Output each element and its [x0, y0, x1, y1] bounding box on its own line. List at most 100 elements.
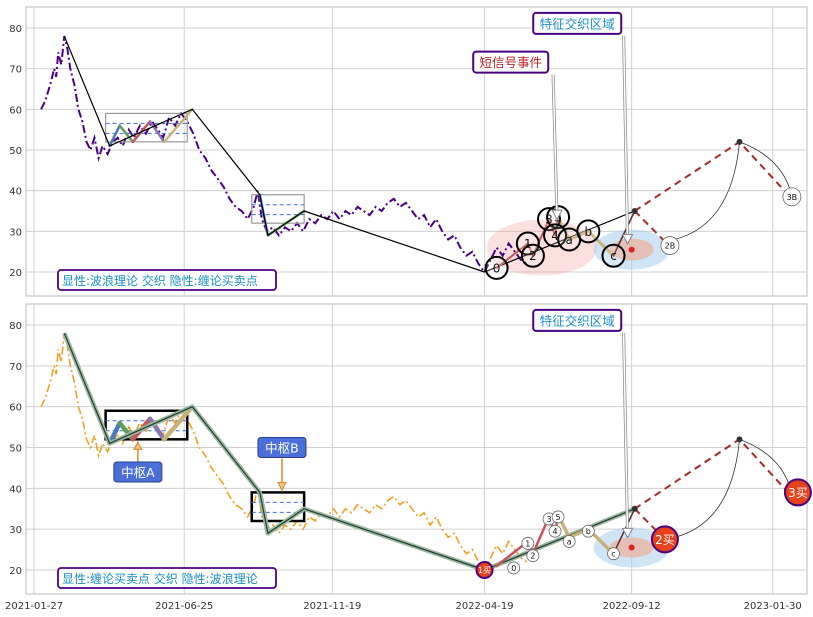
box-label-text: 中枢A: [121, 465, 155, 480]
price-series-line: [40, 333, 528, 572]
wave-label-text: 2B: [665, 242, 676, 251]
box-label-text: 中枢B: [265, 441, 299, 456]
y-tick-label: 80: [9, 24, 22, 35]
x-tick-label: 2021-06-25: [155, 601, 213, 612]
wave-label-text: 5: [556, 513, 561, 522]
y-tick-label: 80: [9, 321, 22, 332]
legend-box: [57, 567, 277, 589]
projection-curve: [664, 439, 740, 540]
y-tick-label: 50: [9, 444, 22, 455]
callout-arrow-shaft-inner: [622, 332, 629, 538]
y-tick-label: 70: [9, 65, 22, 76]
zhongshu-box: [105, 112, 188, 143]
callout-text: 短信号事件: [479, 55, 542, 70]
callout-arrow-shaft-inner: [622, 35, 629, 244]
wave-label-text: 1: [525, 539, 530, 548]
buy-point-marker: [783, 478, 812, 507]
buy-point-marker: [650, 525, 679, 554]
highlight-ellipse-red: [486, 219, 597, 276]
wave-label-marker: [576, 219, 601, 244]
wave-label-marker: [520, 243, 545, 268]
wave-label-marker: [601, 243, 626, 268]
plot-frame: [25, 303, 808, 595]
wave-label-text: c: [610, 249, 617, 263]
y-tick-label: 20: [9, 268, 22, 279]
wave-label-marker: [782, 187, 802, 207]
y-tick-label: 40: [9, 484, 22, 495]
final-up-path: [612, 210, 636, 257]
projection-curve: [664, 141, 740, 242]
wave-stroke-green: [118, 124, 135, 144]
wave-stroke-blue: [108, 124, 121, 148]
callout-box: [532, 308, 623, 332]
wave-label-text: 3: [546, 515, 551, 524]
zhongshu-box: [251, 194, 305, 224]
buy-point-label: 3买: [788, 486, 808, 500]
wave-label-marker: [526, 549, 540, 563]
callout-text: 特征交织区域: [540, 16, 615, 31]
panel-1: 20304050607080012354abc2B3B特征交织区域短信号事件显性…: [9, 6, 808, 297]
wave-label-text: 4: [551, 229, 559, 243]
wave-label-text: 3B: [787, 193, 798, 202]
buy-point-label: 2买: [655, 533, 675, 547]
pivot-dot: [736, 138, 743, 145]
wave-label-marker: [543, 223, 568, 248]
correction-wave-path: [556, 513, 616, 556]
wave-label-text: a: [567, 537, 572, 546]
callout-arrow-head: [621, 234, 634, 245]
box-label-bg: [257, 437, 307, 458]
wave-label-marker: [660, 236, 680, 255]
box-label-bg: [113, 461, 163, 483]
wave-stroke-tan: [162, 108, 194, 144]
wave-label-marker: [515, 231, 540, 256]
pivot-dot: [631, 208, 638, 214]
buy-point-label: 1买: [478, 566, 491, 575]
wave-label-marker: [507, 561, 521, 575]
pivot-dot: [631, 505, 638, 512]
wave-label-text: b: [586, 527, 591, 536]
focus-dot: [628, 544, 635, 551]
x-tick-label: 2021-01-27: [5, 601, 63, 612]
focus-dot: [628, 246, 635, 253]
impulse-wave-path: [495, 216, 560, 269]
wave-label-marker: [562, 535, 576, 548]
y-tick-label: 40: [9, 187, 22, 198]
zigzag-line: [63, 332, 635, 571]
x-tick-label: 2022-04-19: [455, 601, 513, 612]
y-tick-label: 60: [9, 403, 22, 414]
box-label-arrowhead: [132, 441, 143, 450]
callout-box: [472, 50, 550, 74]
wave-label-text: 0: [493, 261, 501, 275]
pivot-dot: [736, 436, 743, 443]
callout-arrow-head: [551, 209, 563, 221]
wave-label-marker: [521, 537, 535, 550]
zhongshu-box: [104, 409, 189, 441]
callout-arrow-shaft-inner: [552, 74, 558, 220]
wave-stroke-purple: [148, 120, 166, 144]
wave-label-marker: [551, 510, 565, 524]
x-tick-label: 2023-01-30: [744, 601, 802, 612]
wave-stroke-blue: [107, 420, 122, 446]
plot-frame: [25, 6, 808, 297]
x-tick-label: 2021-11-19: [303, 601, 361, 612]
zigzag-line: [63, 35, 635, 273]
y-tick-label: 30: [9, 227, 22, 238]
box-label-arrowhead: [277, 481, 287, 492]
wave-label-text: 2: [529, 249, 537, 263]
wave-label-marker: [484, 255, 509, 280]
legend-text: 显性:波浪理论 交织 隐性:缠论买卖点: [62, 273, 258, 288]
wave-stroke-tan: [161, 404, 195, 442]
wave-label-marker: [607, 547, 620, 561]
wave-label-marker: [548, 524, 562, 538]
y-tick-label: 50: [9, 146, 22, 157]
y-tick-label: 20: [9, 566, 22, 577]
y-tick-label: 70: [9, 362, 22, 373]
wave-label-marker: [581, 524, 595, 538]
panel-2: 20 30 40 50 60 70 80 2021-01-27 2021-06-25 2021-1…: [5, 303, 812, 612]
y-tick-label: 30: [9, 525, 22, 536]
wave-label-text: c: [611, 550, 615, 559]
wave-label-text: 4: [553, 527, 558, 536]
wave-stroke-green: [117, 420, 136, 442]
wave-label-text: b: [585, 225, 593, 239]
